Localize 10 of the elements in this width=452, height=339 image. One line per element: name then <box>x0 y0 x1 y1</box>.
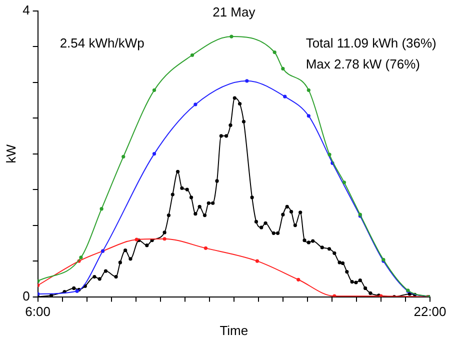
annotation: 2.54 kWh/kWp <box>60 35 144 50</box>
y-axis-title: kW <box>3 144 18 164</box>
y-tick-label: 0 <box>22 288 30 304</box>
chart-title: 21 May <box>212 4 256 20</box>
y-tick-label: 4 <box>22 2 30 18</box>
x-tick-label: 6:00 <box>25 304 50 320</box>
annotation: Max 2.78 kW (76%) <box>306 56 420 72</box>
x-tick-label: 22:00 <box>414 304 446 320</box>
x-axis-title: Time <box>220 322 248 338</box>
annotation: Total 11.09 kWh (36%) <box>306 35 436 50</box>
